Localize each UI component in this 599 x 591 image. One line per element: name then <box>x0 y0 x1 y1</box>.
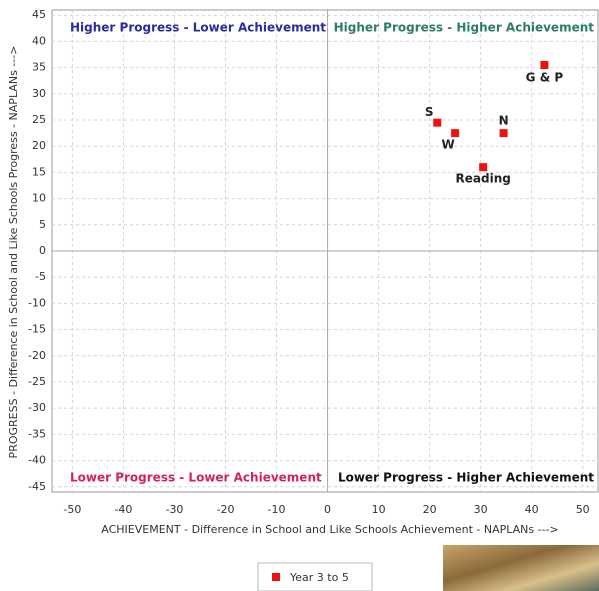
point-label: S <box>425 105 434 119</box>
point-label: Reading <box>456 172 511 186</box>
x-tick-label: 20 <box>423 503 437 516</box>
x-tick-label: -50 <box>63 503 81 516</box>
x-tick-label: 0 <box>324 503 331 516</box>
y-tick-label: 5 <box>39 218 46 231</box>
y-tick-label: 40 <box>32 34 46 47</box>
x-axis-label: ACHIEVEMENT - Difference in School and L… <box>101 523 558 536</box>
decorative-image <box>443 545 599 591</box>
point-label: G & P <box>526 71 564 85</box>
x-tick-label: 10 <box>372 503 386 516</box>
point <box>451 129 460 138</box>
x-tick-label: -40 <box>114 503 132 516</box>
y-tick-label: 0 <box>39 244 46 257</box>
quadrant-label: Lower Progress - Lower Achievement <box>70 471 322 485</box>
point <box>433 118 442 127</box>
quadrant-label: Higher Progress - Lower Achievement <box>70 21 326 35</box>
y-tick-label: 30 <box>32 87 46 100</box>
y-tick-label: 10 <box>32 192 46 205</box>
y-tick-label: -30 <box>28 401 46 414</box>
y-tick-label: -45 <box>28 480 46 493</box>
y-tick-label: -5 <box>35 270 46 283</box>
y-axis-label: PROGRESS - Difference in School and Like… <box>7 46 20 459</box>
y-tick-label: 45 <box>32 8 46 21</box>
point <box>499 129 508 138</box>
x-tick-label: -20 <box>217 503 235 516</box>
quadrant-label: Higher Progress - Higher Achievement <box>334 21 595 35</box>
legend-swatch <box>272 573 280 581</box>
x-tick-label: 30 <box>474 503 488 516</box>
point <box>479 163 488 172</box>
point-label: N <box>499 114 509 128</box>
y-tick-label: -40 <box>28 454 46 467</box>
y-tick-label: 15 <box>32 165 46 178</box>
y-tick-label: -35 <box>28 427 46 440</box>
point <box>540 61 549 70</box>
y-tick-label: 20 <box>32 139 46 152</box>
x-tick-label: -30 <box>165 503 183 516</box>
y-tick-label: -15 <box>28 323 46 336</box>
y-tick-label: -20 <box>28 349 46 362</box>
x-tick-label: -10 <box>268 503 286 516</box>
quadrant-label: Lower Progress - Higher Achievement <box>338 471 594 485</box>
y-tick-label: -25 <box>28 375 46 388</box>
x-tick-label: 40 <box>525 503 539 516</box>
legend-label: Year 3 to 5 <box>289 571 349 584</box>
y-tick-label: -10 <box>28 296 46 309</box>
y-tick-label: 25 <box>32 113 46 126</box>
point-label: W <box>441 138 454 152</box>
x-tick-label: 50 <box>576 503 590 516</box>
y-tick-label: 35 <box>32 61 46 74</box>
